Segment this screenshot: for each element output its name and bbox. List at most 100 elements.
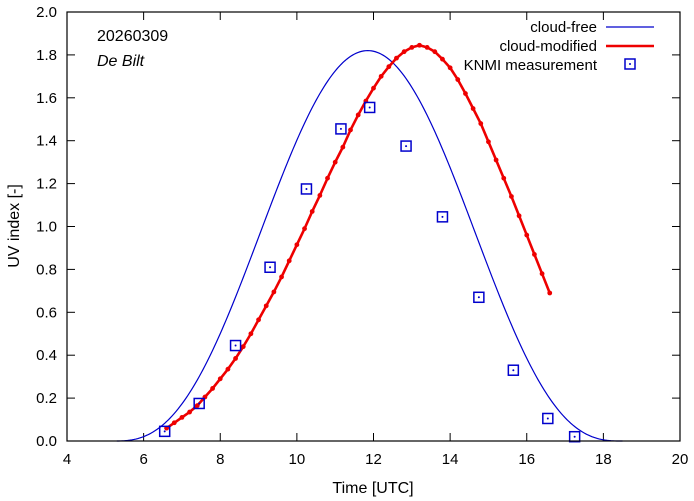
knmi-measurement-point (335, 123, 347, 135)
cloud-modified-point (378, 73, 384, 79)
cloud-modified-point (486, 139, 491, 145)
cloud-modified-point (424, 44, 430, 50)
cloud-modified-point (509, 194, 514, 199)
knmi-measurement-point (158, 425, 171, 438)
cloud-modified-point (286, 258, 292, 264)
y-tick-label: 1.6 (36, 90, 57, 107)
cloud-modified-point (394, 55, 399, 61)
knmi-measurement-point (436, 211, 449, 223)
legend-swatch-knmi-dot (629, 63, 631, 65)
legend-label-knmi-measurement: KNMI measurement (464, 57, 598, 74)
knmi-measurement-point (363, 101, 376, 114)
x-tick-label: 10 (289, 451, 306, 468)
cloud-modified-point (210, 386, 215, 391)
plot-frame (66, 11, 681, 442)
knmi-measurement-center (163, 430, 166, 433)
cloud-modified-point (547, 290, 553, 296)
cloud-modified-point (470, 106, 476, 111)
y-tick-label: 0.6 (36, 304, 57, 321)
x-tick-label: 20 (672, 451, 689, 468)
knmi-measurement-point (568, 430, 581, 443)
knmi-measurement-point (507, 364, 520, 376)
x-tick-label: 18 (595, 451, 612, 468)
y-tick-label: 1.8 (36, 47, 57, 64)
tick-labels: 4 6 8 10 12 14 16 18 20 0.0 0.2 0.4 0.6 0.8 1.0 1.2 1.4 1… (36, 4, 688, 468)
date-label: 20260309 (97, 28, 168, 45)
knmi-measurement-point (193, 397, 205, 410)
legend-label-cloud-modified: cloud-modified (499, 38, 597, 55)
y-tick-label: 1.0 (36, 219, 57, 236)
knmi-measurement-center (368, 106, 371, 109)
knmi-measurement-point (300, 183, 313, 195)
cloud-modified-point (325, 175, 330, 181)
cloud-modified-point (409, 44, 415, 50)
knmi-measurement-point (473, 291, 485, 304)
x-tick-label: 14 (442, 451, 459, 468)
legend-label-cloud-free: cloud-free (530, 19, 597, 36)
location-label: De Bilt (97, 53, 145, 70)
knmi-measurement-point (542, 412, 554, 425)
y-tick-label: 0.8 (36, 261, 57, 278)
y-tick-label: 1.4 (36, 133, 57, 150)
cloud-modified-point (194, 403, 200, 409)
cloud-modified-point (348, 127, 353, 133)
knmi-measurement-center (573, 435, 576, 438)
y-tick-label: 0.2 (36, 390, 57, 407)
x-tick-label: 16 (518, 451, 535, 468)
series-cloud-free-line (116, 50, 623, 442)
knmi-measurement-center (305, 187, 308, 190)
cloud-modified-point (294, 242, 300, 248)
y-tick-label: 0.0 (36, 433, 57, 450)
cloud-modified-point (171, 420, 177, 426)
cloud-modified-point (417, 42, 422, 48)
cloud-modified-point (263, 303, 269, 309)
cloud-modified-point (493, 157, 499, 163)
knmi-measurement-center (477, 296, 480, 299)
cloud-modified-point (532, 251, 537, 257)
cloud-modified-point (179, 415, 185, 420)
cloud-modified-point (309, 209, 315, 214)
cloud-modified-point (240, 344, 246, 350)
y-tick-label: 0.4 (36, 347, 57, 364)
y-tick-label: 1.2 (36, 176, 57, 193)
knmi-measurement-point (400, 140, 412, 152)
knmi-measurement-center (512, 369, 515, 372)
cloud-modified-point (225, 366, 231, 372)
x-tick-label: 8 (216, 451, 224, 468)
knmi-measurement-center (546, 417, 549, 420)
cloud-modified-point (516, 213, 522, 219)
cloud-modified-point (371, 85, 376, 91)
knmi-measurement-center (405, 145, 408, 148)
cloud-modified-point (217, 376, 223, 382)
knmi-measurement-center (198, 402, 201, 405)
knmi-measurement-center (234, 344, 237, 347)
x-tick-label: 4 (63, 451, 71, 468)
cloud-modified-point (432, 49, 438, 55)
knmi-measurement-point (264, 261, 276, 274)
knmi-measurement-point (229, 339, 242, 352)
cloud-modified-point (539, 271, 545, 277)
knmi-measurement-center (339, 127, 342, 130)
y-axis-title: UV index [-] (6, 184, 23, 268)
x-tick-label: 6 (139, 451, 147, 468)
x-axis-title: Time [UTC] (332, 480, 413, 497)
cloud-modified-point (524, 232, 530, 238)
cloud-modified-point (271, 289, 277, 295)
cloud-modified-point (501, 175, 507, 181)
cloud-modified-point (463, 91, 468, 96)
y-tick-label: 2.0 (36, 4, 57, 21)
knmi-measurement-center (441, 215, 444, 218)
cloud-modified-point (279, 274, 284, 280)
series-layer (116, 42, 623, 443)
cloud-modified-point (355, 112, 361, 118)
knmi-measurement-center (269, 266, 272, 269)
cloud-modified-point (256, 317, 261, 323)
legend-swatch-knmi-measurement (624, 58, 636, 70)
cloud-modified-point (478, 121, 484, 126)
cloud-modified-point (187, 409, 193, 415)
x-tick-label: 12 (365, 451, 382, 468)
cloud-modified-point (447, 65, 453, 71)
cloud-modified-point (233, 356, 238, 361)
